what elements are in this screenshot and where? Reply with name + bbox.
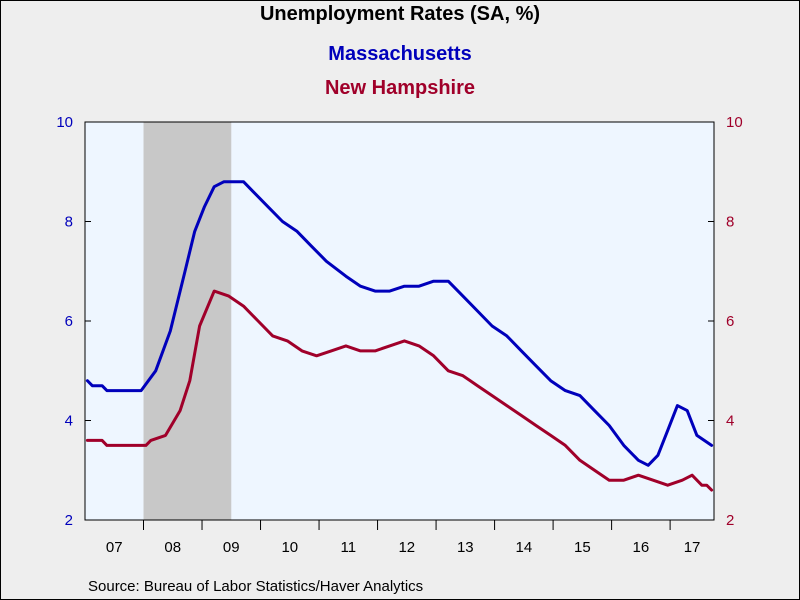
x-tick-label: 13: [457, 539, 474, 556]
x-tick-label: 09: [223, 539, 240, 556]
x-tick-label: 16: [633, 539, 650, 556]
series-line-new-hampshire: [85, 289, 714, 492]
recession-shading: [143, 122, 232, 520]
y-left-tick-label: 4: [65, 413, 73, 430]
chart-title: Unemployment Rates (SA, %): [259, 3, 541, 25]
y-left-tick-label: 10: [56, 114, 73, 131]
y-right-tick-label: 2: [726, 512, 734, 529]
y-left-tick-label: 2: [65, 512, 73, 529]
x-tick-label: 17: [684, 539, 701, 556]
legend-massachusetts: Massachusetts: [328, 43, 472, 65]
legend-new-hampshire: New Hampshire: [324, 77, 476, 99]
series-line-massachusetts: [85, 180, 714, 467]
source-note: Source: Bureau of Labor Statistics/Haver…: [88, 578, 424, 595]
y-left-tick-label: 8: [65, 214, 73, 231]
x-tick-label: 12: [398, 539, 415, 556]
x-tick-label: 14: [515, 539, 532, 556]
x-tick-label: 07: [106, 539, 123, 556]
x-tick-label: 08: [164, 539, 181, 556]
y-right-tick-label: 10: [726, 114, 743, 131]
y-left-tick-label: 6: [65, 313, 73, 330]
y-right-tick-label: 8: [726, 214, 734, 231]
y-right-tick-label: 4: [726, 413, 734, 430]
y-right-tick-label: 6: [726, 313, 734, 330]
x-tick-label: 11: [341, 539, 357, 556]
x-tick-label: 15: [574, 539, 591, 556]
x-tick-label: 10: [281, 539, 298, 556]
